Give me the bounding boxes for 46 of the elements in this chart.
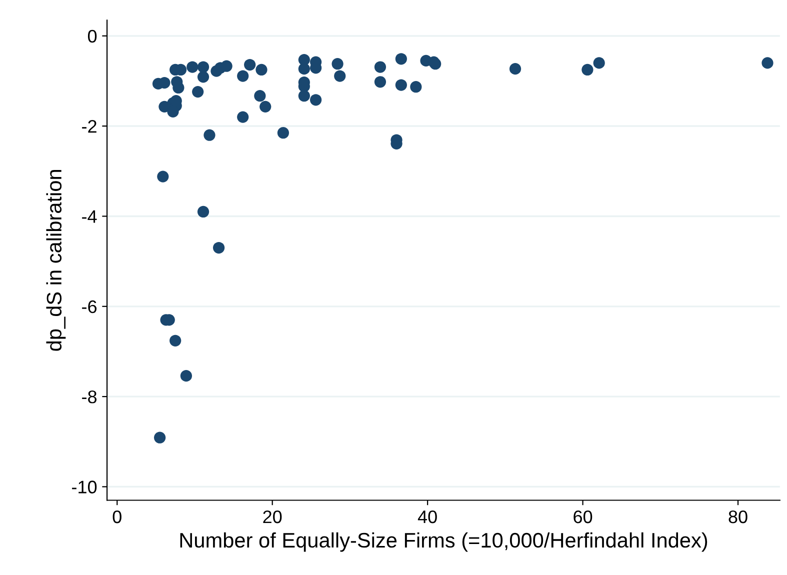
- x-tick-label: 60: [574, 510, 592, 524]
- point: [244, 58, 256, 71]
- x-tick-label: 40: [418, 510, 437, 524]
- y-axis-title: dp_dS in calibration: [46, 170, 66, 351]
- point: [334, 70, 346, 82]
- x-tick-label: 20: [263, 510, 282, 524]
- point: [197, 206, 210, 218]
- point: [374, 76, 386, 88]
- point: [192, 86, 204, 98]
- point: [298, 90, 310, 102]
- point: [254, 90, 266, 102]
- point: [220, 60, 232, 72]
- y-tick-label: -8: [82, 390, 97, 404]
- y-tick-label: -2: [82, 120, 96, 133]
- point: [256, 64, 268, 76]
- point: [509, 63, 522, 75]
- point: [260, 100, 272, 112]
- point: [395, 53, 407, 65]
- point: [180, 370, 192, 382]
- x-tick-label: 80: [728, 510, 748, 524]
- point: [237, 70, 249, 82]
- point: [197, 71, 210, 83]
- point: [332, 58, 344, 70]
- x-tick-label: 0: [112, 510, 122, 524]
- point: [204, 129, 216, 141]
- x-axis-title: Number of Equally-Size Firms (=10,000/Herfindahl Index): [180, 532, 708, 552]
- point: [170, 334, 182, 346]
- point: [410, 81, 422, 93]
- point: [762, 57, 774, 69]
- point: [197, 61, 210, 73]
- y-tick-label: -4: [82, 210, 97, 223]
- point: [212, 242, 225, 254]
- point: [310, 94, 322, 106]
- point: [154, 432, 166, 444]
- point: [157, 170, 169, 182]
- point: [186, 61, 198, 73]
- point: [374, 61, 386, 73]
- y-tick-label: 0: [88, 30, 97, 43]
- point: [395, 79, 407, 91]
- point: [593, 57, 605, 69]
- y-tick-label: -6: [82, 300, 97, 314]
- point: [582, 64, 594, 76]
- y-tick-label: -10: [72, 480, 97, 494]
- point: [237, 111, 249, 123]
- point: [298, 63, 310, 75]
- point: [277, 127, 290, 139]
